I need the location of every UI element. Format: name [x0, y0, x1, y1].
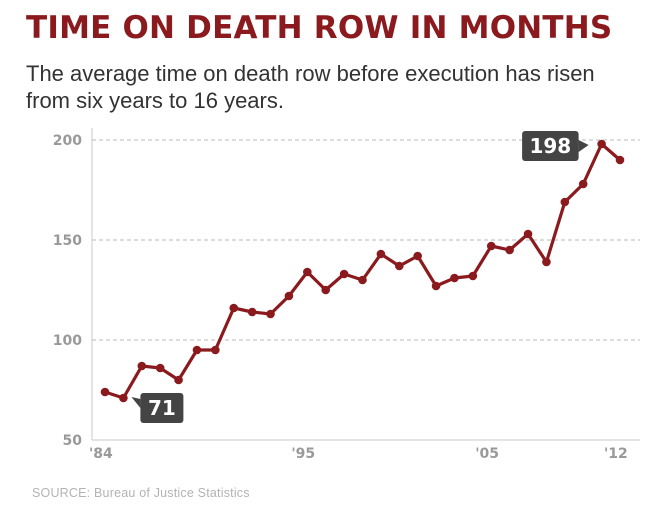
- data-point: [505, 245, 514, 255]
- data-point: [192, 345, 202, 355]
- data-point: [431, 281, 441, 291]
- callout-label: 198: [529, 134, 571, 158]
- chart-subtitle: The average time on death row before exe…: [26, 61, 595, 113]
- data-point: [468, 271, 478, 281]
- gridlines: [92, 139, 640, 341]
- callout-pointer: [131, 397, 141, 408]
- data-point: [523, 229, 533, 239]
- x-tick-label: '95: [291, 446, 315, 462]
- data-point: [560, 197, 570, 207]
- data-point: [247, 307, 257, 317]
- data-point: [376, 249, 386, 259]
- data-point: [284, 291, 294, 301]
- callout-box: [522, 131, 579, 161]
- x-tick-label: '05: [475, 446, 499, 462]
- callout-pointer: [578, 140, 589, 152]
- source-note: SOURCE: Bureau of Justice Statistics: [32, 486, 250, 500]
- data-point: [578, 179, 588, 189]
- x-tick-label: '12: [604, 446, 628, 462]
- callout-box: [140, 393, 184, 423]
- series-line: [103, 142, 622, 400]
- y-tick-labels: 50 100 150 200: [53, 133, 82, 449]
- data-point: [450, 273, 459, 283]
- data-point: [597, 139, 606, 149]
- data-point: [119, 393, 128, 403]
- data-point: [100, 387, 110, 397]
- data-point: [394, 261, 404, 271]
- x-tick-labels: '84 '95 '05 '12: [89, 446, 628, 462]
- data-point: [486, 241, 496, 251]
- callouts: 71 198: [131, 131, 589, 423]
- data-point: [266, 309, 275, 319]
- data-point: [137, 361, 147, 371]
- data-points: [100, 139, 625, 403]
- data-point: [303, 267, 312, 277]
- x-tick-label: '84: [89, 446, 113, 462]
- callout-label: 71: [148, 396, 176, 420]
- data-point: [413, 251, 422, 261]
- data-point: [211, 345, 220, 355]
- callout-71: 71: [131, 393, 184, 423]
- y-tick-label: 100: [53, 333, 82, 349]
- data-point: [615, 155, 625, 165]
- data-point: [339, 269, 349, 279]
- data-point: [174, 375, 183, 385]
- chart-title: TIME ON DEATH ROW IN MONTHS: [26, 10, 613, 46]
- data-point: [358, 275, 367, 285]
- data-point: [229, 303, 239, 313]
- data-point: [321, 285, 331, 295]
- y-tick-label: 200: [53, 133, 82, 149]
- y-tick-label: 50: [63, 433, 83, 449]
- y-tick-label: 150: [53, 233, 82, 249]
- data-point: [155, 363, 165, 373]
- callout-198: 198: [522, 131, 589, 161]
- data-point: [542, 257, 551, 267]
